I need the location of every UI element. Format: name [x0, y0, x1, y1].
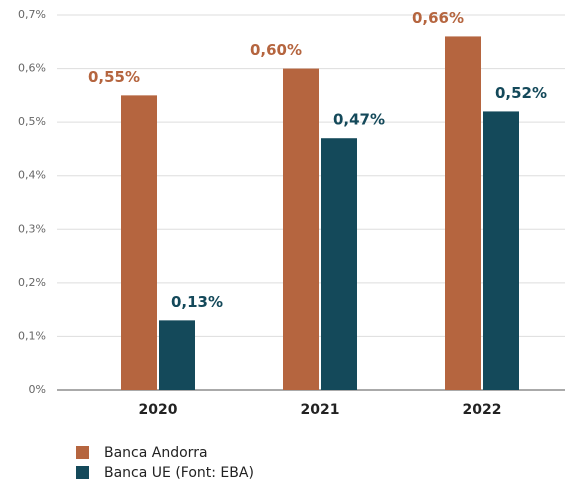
x-tick-label: 2020 — [139, 402, 178, 418]
bar — [159, 320, 195, 390]
y-tick-label: 0,6% — [18, 62, 46, 75]
legend-label: Banca Andorra — [104, 445, 208, 461]
bar — [445, 36, 481, 391]
bar — [321, 138, 357, 390]
y-tick-label: 0,4% — [18, 169, 46, 182]
legend-swatch — [76, 466, 89, 479]
bar — [283, 68, 319, 391]
y-tick-label: 0,3% — [18, 222, 46, 235]
y-tick-label: 0,5% — [18, 115, 46, 128]
value-label: 0,66% — [412, 9, 464, 27]
value-label: 0,47% — [333, 111, 385, 129]
bar — [483, 111, 519, 390]
legend-swatch — [76, 446, 89, 459]
value-label: 0,55% — [88, 68, 140, 86]
legend-label: Banca UE (Font: EBA) — [104, 465, 254, 481]
x-tick-label: 2022 — [463, 402, 502, 418]
y-tick-label: 0,7% — [18, 8, 46, 21]
y-tick-label: 0,1% — [18, 329, 46, 342]
bar — [121, 95, 157, 390]
y-tick-label: 0,2% — [18, 276, 46, 289]
value-label: 0,13% — [171, 293, 223, 311]
y-tick-label: 0% — [29, 383, 46, 396]
x-tick-label: 2021 — [301, 402, 340, 418]
value-label: 0,52% — [495, 84, 547, 102]
value-label: 0,60% — [250, 41, 302, 59]
